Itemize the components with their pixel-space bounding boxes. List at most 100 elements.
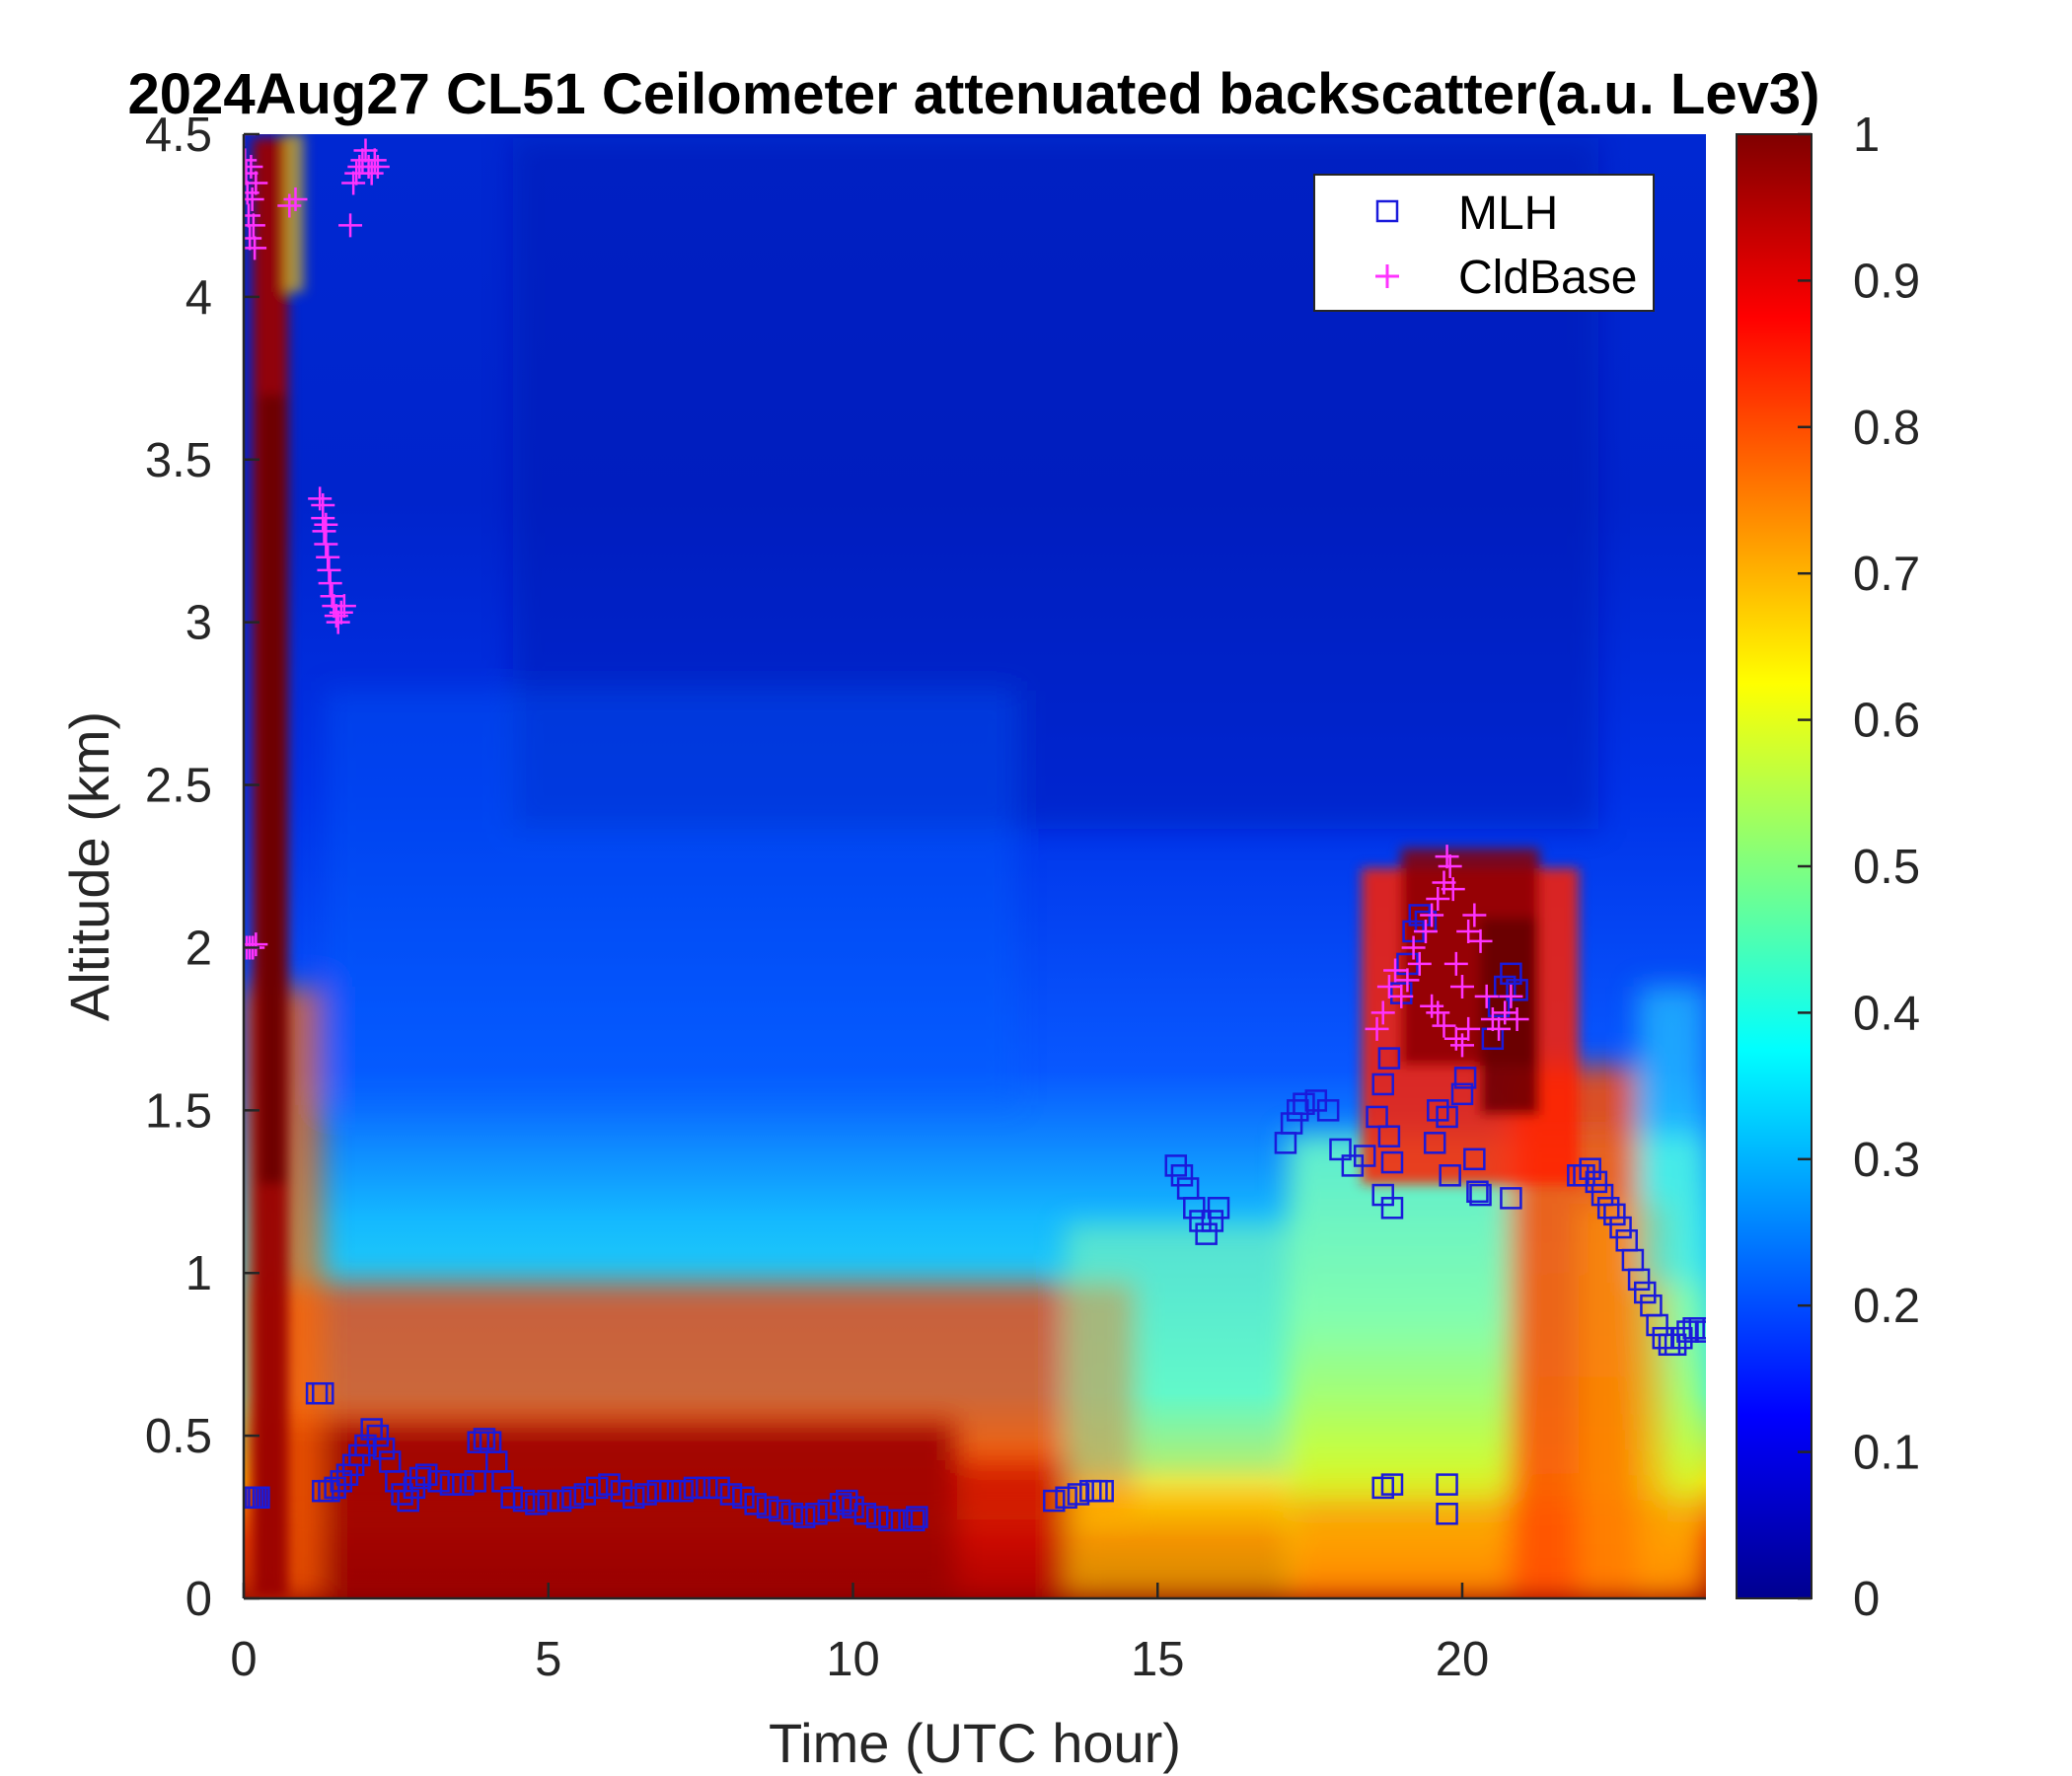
mlh-point [671, 1479, 694, 1503]
mlh-point [244, 1486, 256, 1510]
cldbase-point [244, 213, 265, 238]
mlh-point [1646, 1313, 1668, 1337]
mlh-point [561, 1486, 584, 1510]
mlh-point [1380, 1150, 1404, 1174]
cldbase-point [1432, 870, 1456, 895]
mlh-point [1043, 1489, 1066, 1513]
colorbar-tick-label: 0.5 [1853, 841, 1920, 894]
legend-square-marker-icon [1375, 199, 1399, 223]
cldbase-point [1438, 854, 1462, 878]
cldbase-point [1443, 951, 1468, 976]
cldbase-point [1426, 1000, 1450, 1025]
cldbase-point [244, 226, 262, 251]
mlh-point [622, 1486, 645, 1510]
mlh-point [1380, 1197, 1404, 1220]
mlh-point [890, 1509, 914, 1532]
mlh-point [1423, 1132, 1446, 1154]
y-tick-label: 4 [185, 271, 212, 325]
colorbar-tick-label: 0.6 [1853, 695, 1920, 748]
colorbar-tick-label: 0.8 [1853, 402, 1920, 455]
colorbar-ticks: 0 0.1 0.2 0.3 0.4 0.5 0.6 0.7 0.8 0.9 1 [1798, 109, 1920, 1626]
mlh-point [805, 1503, 828, 1525]
cldbase-point [1435, 845, 1459, 869]
mlh-point [360, 1418, 383, 1441]
mlh-point [1676, 1320, 1699, 1343]
y-tick-label: 3 [185, 597, 212, 650]
legend-plus-marker-icon [1375, 264, 1399, 288]
mlh-point [696, 1476, 718, 1500]
mlh-point [473, 1428, 496, 1450]
mlh-point [853, 1503, 877, 1525]
plot-axes: 0 5 10 15 20 0 0.5 1 1.5 2 2.5 3 3.5 4 4.5 [145, 109, 1706, 1686]
mlh-point [1316, 1099, 1340, 1122]
cldbase-point [1480, 1007, 1505, 1031]
cldbase-point [332, 594, 356, 619]
mlh-point [646, 1479, 670, 1503]
backscatter-heatmap [244, 134, 1706, 1598]
cldbase-point [1365, 1016, 1389, 1041]
cldbase-point [1413, 919, 1438, 943]
mlh-point [1353, 1145, 1376, 1167]
mlh-point [1280, 1112, 1303, 1135]
mlh-point [330, 1470, 353, 1493]
mlh-point [385, 1470, 407, 1493]
mlh-point [1436, 1503, 1458, 1525]
mlh-point [1201, 1210, 1224, 1232]
mlh-point [634, 1483, 657, 1506]
mlh-point [312, 1381, 334, 1405]
cldbase-point [1450, 1033, 1474, 1058]
x-tick-label: 5 [535, 1633, 561, 1686]
mlh-point [756, 1496, 779, 1518]
cldbase-point [1420, 903, 1444, 927]
mlh-point [906, 1506, 928, 1528]
y-tick-label: 1 [185, 1247, 212, 1300]
mlh-point [1652, 1326, 1675, 1350]
mlh-point [1603, 1203, 1626, 1226]
mlh-point [391, 1483, 413, 1506]
mlh-point [836, 1489, 858, 1513]
cldbase-point [277, 193, 302, 218]
cldbase-point [1450, 975, 1474, 999]
x-tick-label: 0 [230, 1633, 257, 1686]
cldbase-point [359, 161, 384, 185]
colorbar-tick-label: 0.3 [1853, 1134, 1920, 1187]
x-tick-label: 15 [1131, 1633, 1185, 1686]
mlh-point [1293, 1092, 1315, 1115]
mlh-point [1453, 1067, 1477, 1089]
cldbase-point [308, 486, 333, 511]
legend-entry-mlh: MLH [1375, 187, 1558, 240]
mlh-point [1377, 1047, 1401, 1070]
cldbase-point [312, 519, 336, 544]
legend-entry-cldbase: CldBase [1375, 252, 1637, 304]
mlh-point [842, 1496, 864, 1518]
mlh-point [769, 1499, 791, 1522]
mlh-point [1609, 1216, 1632, 1239]
mlh-point [744, 1493, 767, 1516]
mlh-point [732, 1486, 755, 1510]
mlh-point [1366, 1105, 1388, 1129]
cldbase-point [1383, 958, 1408, 983]
mlh-point [1067, 1483, 1090, 1506]
mlh-point [248, 1486, 270, 1510]
mlh-point [537, 1489, 559, 1513]
cldbase-point [1401, 935, 1426, 960]
x-tick-label: 10 [826, 1633, 880, 1686]
mlh-point [1207, 1197, 1230, 1220]
mlh-point [324, 1476, 346, 1500]
mlh-point [415, 1463, 438, 1486]
cldbase-point [329, 600, 353, 625]
mlh-point [1439, 1164, 1461, 1187]
x-axis-label: Time (UTC hour) [769, 1712, 1181, 1774]
mlh-point [1634, 1281, 1657, 1304]
mlh-point [464, 1470, 486, 1493]
mlh-point [1436, 1105, 1458, 1129]
mlh-point [829, 1493, 852, 1516]
cldbase-point [1376, 975, 1401, 999]
mlh-point [1579, 1157, 1601, 1180]
mlh-point [865, 1506, 889, 1528]
cldbase-point [244, 203, 260, 228]
mlh-point [1091, 1479, 1114, 1503]
cldbase-point [318, 571, 342, 596]
cldbase-point [1474, 984, 1499, 1008]
y-tick-label: 0.5 [145, 1410, 212, 1463]
